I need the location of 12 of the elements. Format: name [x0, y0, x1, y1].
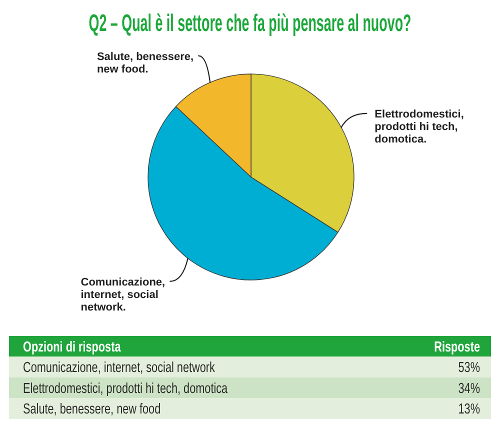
text: Risposte: [434, 338, 480, 355]
text: 53%: [458, 358, 480, 376]
text: Comunicazione, internet, social network: [23, 358, 216, 376]
text: 13%: [458, 400, 480, 417]
text: 34%: [458, 379, 480, 396]
text: Opzioni di risposta: [23, 338, 122, 355]
slice-label: Comunicazione, internet, social network.: [80, 276, 166, 314]
text: Elettrodomestici, prodotti hi tech, domotica: [23, 379, 228, 396]
slice-label: Salute, benessere, new food.: [96, 50, 194, 76]
text: Salute, benessere, new food: [23, 400, 161, 417]
chart-title: Q2 – Qual è il settore che fa più pensare al nuovo?: [88, 10, 412, 38]
slice-label: Elettrodomestici, prodotti hi tech, domotica.: [374, 108, 464, 146]
